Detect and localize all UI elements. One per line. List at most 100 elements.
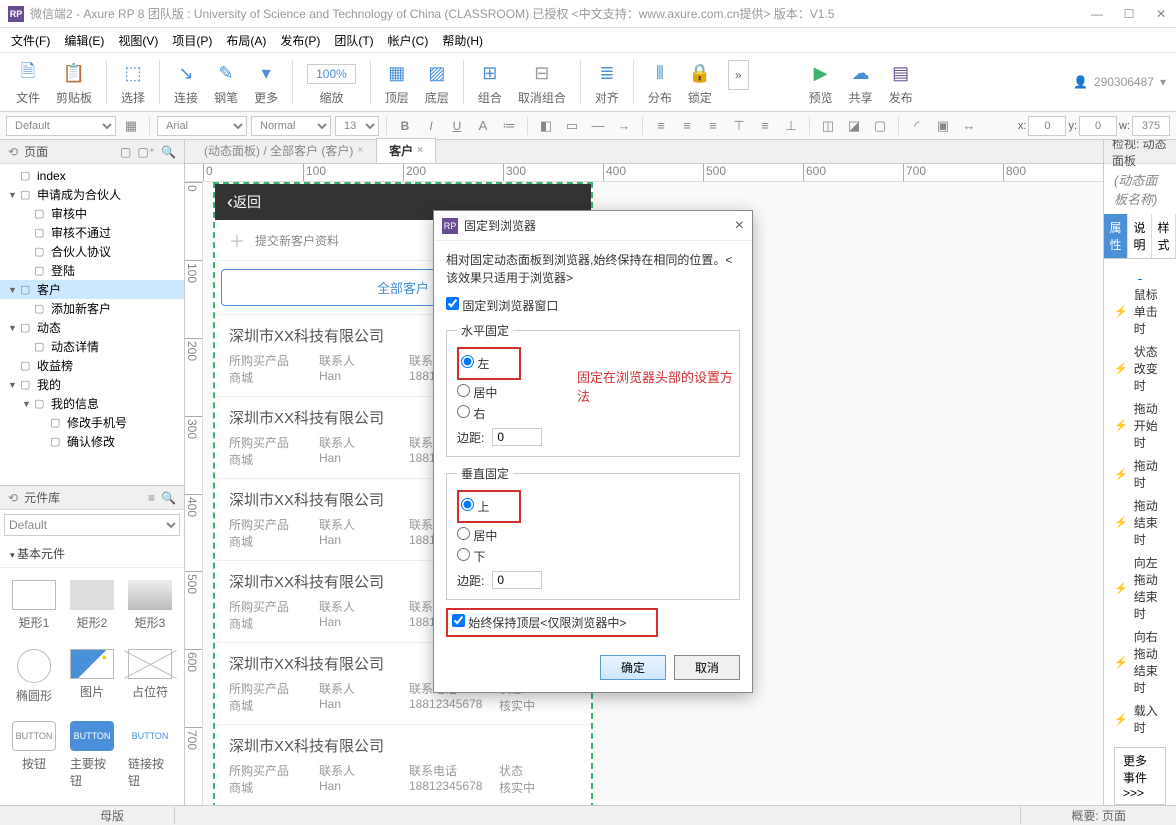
tree-item[interactable]: ▢确认修改 — [0, 432, 184, 451]
menu-item[interactable]: 项目(P) — [165, 32, 219, 49]
lib-button[interactable]: BUTTON按钮 — [8, 717, 60, 797]
menu-item[interactable]: 编辑(E) — [57, 32, 111, 49]
tree-item[interactable]: ▼▢客户 — [0, 280, 184, 299]
event-item[interactable]: 载入时 — [1114, 699, 1166, 739]
line-button[interactable]: — — [587, 115, 609, 137]
tab-style[interactable]: 样式 — [1152, 214, 1176, 258]
bullet-button[interactable]: ≔ — [498, 115, 520, 137]
tree-item[interactable]: ▼▢申请成为合伙人 — [0, 185, 184, 204]
weight-select[interactable]: Normal — [251, 116, 331, 136]
ok-button[interactable]: 确定 — [600, 655, 666, 680]
add-folder-icon[interactable]: ▢⁺ — [137, 145, 155, 159]
shadow-out[interactable]: ◫ — [817, 115, 839, 137]
tb-distribute[interactable]: ⫴分布 — [642, 59, 678, 106]
tree-item[interactable]: ▢审核不通过 — [0, 223, 184, 242]
tree-item[interactable]: ▼▢动态 — [0, 318, 184, 337]
tree-item[interactable]: ▢登陆 — [0, 261, 184, 280]
menu-item[interactable]: 布局(A) — [219, 32, 273, 49]
lib-rect2[interactable]: 矩形2 — [66, 576, 118, 639]
more-events-select[interactable]: 更多事件>>> — [1114, 747, 1166, 805]
underline-button[interactable]: U — [446, 115, 468, 137]
tb-preview[interactable]: ▶预览 — [803, 59, 839, 106]
tb-more[interactable]: ▾更多 — [248, 59, 284, 106]
bold-button[interactable]: B — [394, 115, 416, 137]
status-left[interactable]: 母版 — [0, 807, 175, 824]
tree-item[interactable]: ▼▢我的 — [0, 375, 184, 394]
style-select[interactable]: Default — [6, 116, 116, 136]
lib-placeholder[interactable]: 占位符 — [124, 645, 176, 712]
lib-image[interactable]: 图片 — [66, 645, 118, 712]
tab-notes[interactable]: 说明 — [1128, 214, 1152, 258]
tb-lock[interactable]: 🔒锁定 — [682, 59, 718, 106]
tree-item[interactable]: ▢合伙人协议 — [0, 242, 184, 261]
tb-clipboard[interactable]: 📋剪贴板 — [50, 59, 98, 106]
tb-publish[interactable]: ▤发布 — [883, 59, 919, 106]
event-item[interactable]: 拖动开始时 — [1114, 397, 1166, 454]
valign-t[interactable]: ⊤ — [728, 115, 750, 137]
dialog-close-icon[interactable]: × — [735, 217, 744, 235]
tb-overflow[interactable]: » — [722, 60, 755, 104]
tb-pen[interactable]: ✎钢笔 — [208, 59, 244, 106]
align-l[interactable]: ≡ — [650, 115, 672, 137]
cancel-button[interactable]: 取消 — [674, 655, 740, 680]
menu-item[interactable]: 团队(T) — [327, 32, 380, 49]
radius-button[interactable]: ◜ — [906, 115, 928, 137]
lib-link-button[interactable]: BUTTON链接按钮 — [124, 717, 176, 797]
library-category[interactable]: 基本元件 — [0, 540, 184, 568]
event-item[interactable]: 鼠标单击时 — [1114, 283, 1166, 340]
tree-item[interactable]: ▢index — [0, 166, 184, 185]
valign-b[interactable]: ⊥ — [780, 115, 802, 137]
lib-menu-icon[interactable]: ≡ — [148, 491, 155, 505]
minimize-button[interactable]: — — [1090, 7, 1104, 21]
fill-button[interactable]: ◧ — [535, 115, 557, 137]
menu-item[interactable]: 帮助(H) — [435, 32, 490, 49]
tree-item[interactable]: ▢审核中 — [0, 204, 184, 223]
user-account[interactable]: 👤 290306487 ▾ — [1073, 75, 1166, 89]
tree-item[interactable]: ▢添加新客户 — [0, 299, 184, 318]
tab-panel-state[interactable]: (动态面板) / 全部客户 (客户)× — [191, 138, 376, 163]
arrow-button[interactable]: → — [613, 115, 635, 137]
lib-ellipse[interactable]: 椭圆形 — [8, 645, 60, 712]
tree-item[interactable]: ▢收益榜 — [0, 356, 184, 375]
size-select[interactable]: 13 — [335, 116, 379, 136]
tb-back[interactable]: ▨底层 — [419, 59, 455, 106]
color-button[interactable]: A — [472, 115, 494, 137]
tree-item[interactable]: ▼▢我的信息 — [0, 394, 184, 413]
align-r[interactable]: ≡ — [702, 115, 724, 137]
valign-m[interactable]: ≡ — [754, 115, 776, 137]
font-select[interactable]: Arial — [157, 116, 247, 136]
tb-front[interactable]: ▦顶层 — [379, 59, 415, 106]
tab-customer[interactable]: 客户× — [376, 138, 436, 163]
menu-item[interactable]: 文件(F) — [4, 32, 57, 49]
lib-primary-button[interactable]: BUTTON主要按钮 — [66, 717, 118, 797]
event-item[interactable]: 向右拖动结束时 — [1114, 625, 1166, 699]
tb-file[interactable]: 🗎文件 — [10, 59, 46, 106]
radio-right[interactable] — [457, 405, 470, 418]
spacing-button[interactable]: ↔ — [958, 115, 980, 137]
status-right[interactable]: 概要: 页面 — [1020, 807, 1176, 824]
lib-rect3[interactable]: 矩形3 — [124, 576, 176, 639]
coord-y[interactable] — [1079, 116, 1117, 136]
tb-zoom[interactable]: 100%缩放 — [301, 59, 362, 106]
lib-search-icon[interactable]: 🔍 — [161, 491, 176, 505]
tb-share[interactable]: ☁共享 — [843, 59, 879, 106]
radio-center-v[interactable] — [457, 527, 470, 540]
margin-h-input[interactable] — [492, 428, 542, 446]
radio-top[interactable] — [461, 498, 474, 511]
shadow-in[interactable]: ◪ — [843, 115, 865, 137]
align-c[interactable]: ≡ — [676, 115, 698, 137]
chk-pin-window[interactable] — [446, 297, 459, 310]
event-item[interactable]: 向左拖动结束时 — [1114, 551, 1166, 625]
border-button[interactable]: ▭ — [561, 115, 583, 137]
radio-center-h[interactable] — [457, 384, 470, 397]
radio-bottom[interactable] — [457, 548, 470, 561]
search-icon[interactable]: 🔍 — [161, 145, 176, 159]
tb-group[interactable]: ⊞组合 — [472, 59, 508, 106]
event-item[interactable]: 拖动结束时 — [1114, 494, 1166, 551]
margin-v-input[interactable] — [492, 571, 542, 589]
coord-x[interactable] — [1028, 116, 1066, 136]
tree-item[interactable]: ▢修改手机号 — [0, 413, 184, 432]
event-item[interactable]: 状态改变时 — [1114, 340, 1166, 397]
coord-w[interactable] — [1132, 116, 1170, 136]
tb-select[interactable]: ⬚选择 — [115, 59, 151, 106]
